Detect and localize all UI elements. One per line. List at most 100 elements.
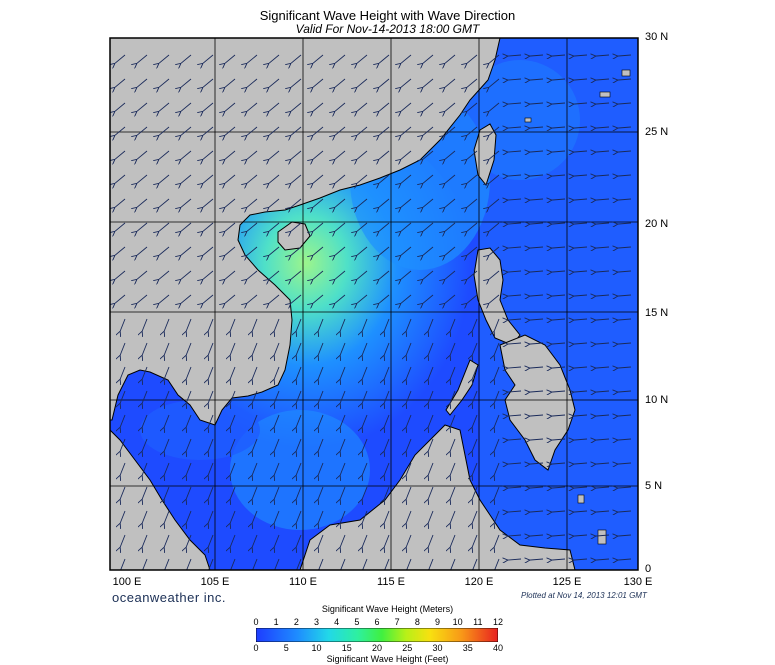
wave-arrow (180, 174, 192, 184)
wave-arrow (573, 175, 588, 176)
wave-arrow (114, 102, 126, 112)
wave-arrow (617, 367, 632, 368)
wave-arrow (595, 535, 610, 536)
wave-arrow (208, 534, 214, 548)
wave-arrow (142, 318, 148, 332)
wave-arrow (551, 439, 566, 440)
wave-arrow (252, 318, 258, 332)
wave-arrow (224, 294, 236, 304)
wave-arrow (356, 150, 368, 160)
wave-arrow (529, 55, 544, 56)
mindanao-visayas (499, 334, 576, 471)
meters-tick: 5 (354, 617, 360, 627)
plotted-timestamp: Plotted at Nov 14, 2013 12:01 GMT (521, 591, 647, 600)
wave-arrow (507, 367, 522, 368)
wave-arrow (158, 78, 170, 88)
wave-arrow (318, 390, 324, 404)
wave-arrow (472, 414, 478, 428)
wave-arrow (428, 486, 434, 500)
wave-arrow (208, 342, 214, 356)
wave-arrow (573, 79, 588, 80)
wave-arrow (274, 510, 280, 524)
wave-arrow (384, 438, 390, 452)
wave-arrow (444, 102, 456, 112)
wave-arrow (494, 486, 500, 500)
wave-arrow (551, 175, 566, 176)
wave-arrow (595, 103, 610, 104)
wave-arrow (318, 438, 324, 452)
wave-arrow (356, 54, 368, 64)
wave-arrow (296, 366, 302, 380)
wave-arrow (246, 78, 258, 88)
wave-arrow (551, 487, 566, 488)
wave-arrow (617, 559, 632, 560)
wave-arrow (186, 366, 192, 380)
wave-arrow (378, 270, 390, 280)
wave-arrow (507, 103, 522, 104)
wave-arrow (136, 174, 148, 184)
wave-arrow (466, 174, 478, 184)
wave-arrow (551, 511, 566, 512)
wave-arrow (529, 175, 544, 176)
wave-arrow (617, 295, 632, 296)
wave-arrow (230, 318, 236, 332)
wave-arrow (180, 78, 192, 88)
lon-label: 105 E (200, 576, 230, 588)
wave-arrow (551, 151, 566, 152)
wave-arrow (246, 198, 258, 208)
wave-arrow (202, 198, 214, 208)
wave-arrow (202, 78, 214, 88)
wave-arrow (186, 486, 192, 500)
wave-arrow (164, 318, 170, 332)
wave-arrow (274, 414, 280, 428)
wave-arrow (318, 318, 324, 332)
wave-arrow (208, 510, 214, 524)
wave-arrow (202, 294, 214, 304)
wave-arrow (224, 54, 236, 64)
wave-arrow (378, 102, 390, 112)
wave-arrow (290, 126, 302, 136)
wave-arrow (573, 103, 588, 104)
wave-arrow (318, 342, 324, 356)
wave-arrow (573, 199, 588, 200)
wave-arrow (595, 367, 610, 368)
wave-arrow (136, 198, 148, 208)
wave-arrow (136, 294, 148, 304)
wave-arrow (595, 319, 610, 320)
feet-tick: 5 (283, 643, 289, 653)
wave-arrow (224, 222, 236, 232)
wave-arrow (573, 295, 588, 296)
wave-arrow (356, 222, 368, 232)
wave-arrow (114, 198, 126, 208)
wave-arrow (384, 318, 390, 332)
wave-arrow (296, 390, 302, 404)
wave-arrow (529, 247, 544, 248)
wave-arrow (450, 510, 456, 524)
wave-arrow (472, 438, 478, 452)
wave-arrow (422, 174, 434, 184)
wave-arrow (296, 342, 302, 356)
wave-arrow (529, 463, 544, 464)
wave-arrow (114, 222, 126, 232)
wave-arrow (312, 270, 324, 280)
wave-arrow (362, 486, 368, 500)
wave-arrow (318, 534, 324, 548)
wave-arrow (202, 174, 214, 184)
wave-arrow (230, 462, 236, 476)
wave-arrow (466, 294, 478, 304)
wave-arrow (384, 486, 390, 500)
wave-arrow (573, 511, 588, 512)
wave-arrow (551, 295, 566, 296)
wave-arrow (450, 366, 456, 380)
wave-arrow (428, 534, 434, 548)
wave-arrow (208, 486, 214, 500)
feet-tick: 10 (311, 643, 322, 653)
meters-tick: 9 (434, 617, 440, 627)
wave-arrow (290, 78, 302, 88)
wave-arrow (208, 414, 214, 428)
wave-arrow (595, 439, 610, 440)
wave-arrow (164, 534, 170, 548)
lat-lon-grid (110, 38, 638, 570)
wave-arrow (488, 246, 500, 256)
wave-arrow (400, 78, 412, 88)
